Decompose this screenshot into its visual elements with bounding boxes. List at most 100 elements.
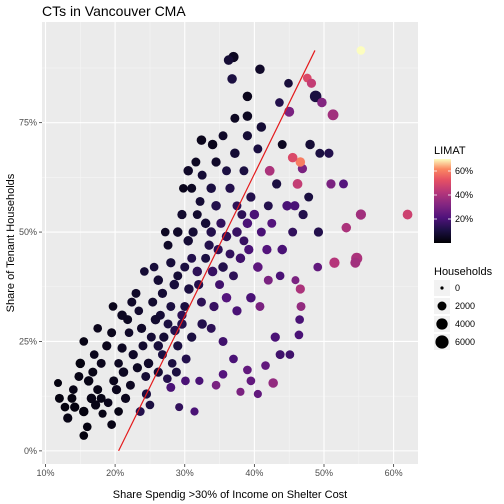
- size-legend-dot: [435, 335, 449, 349]
- data-point: [235, 253, 246, 264]
- data-point: [127, 297, 137, 307]
- data-point: [285, 350, 295, 359]
- data-point: [103, 398, 113, 408]
- data-point: [209, 301, 219, 312]
- data-point: [183, 166, 193, 176]
- data-point: [74, 371, 84, 381]
- data-point: [83, 376, 94, 386]
- data-point: [109, 376, 119, 386]
- data-point: [223, 55, 234, 65]
- data-point: [313, 262, 323, 272]
- data-point: [117, 310, 127, 320]
- x-tick-label: 40%: [245, 468, 263, 478]
- size-legend-dot: [437, 301, 447, 311]
- data-point: [98, 409, 107, 418]
- data-point: [295, 315, 304, 324]
- data-point: [253, 262, 263, 272]
- data-point: [173, 341, 183, 351]
- plot-panel: [42, 22, 418, 464]
- data-point: [68, 385, 78, 394]
- data-point: [246, 192, 256, 202]
- data-point: [163, 319, 173, 329]
- data-point: [108, 302, 118, 311]
- data-point: [282, 201, 292, 211]
- x-axis-label: Share Spendig >30% of Income on Shelter …: [113, 489, 348, 501]
- minor-gridlines: [42, 22, 418, 464]
- data-point: [295, 157, 306, 167]
- data-point: [181, 354, 191, 364]
- data-point: [267, 218, 277, 228]
- data-point: [187, 332, 197, 342]
- x-tick-label: 60%: [385, 468, 403, 478]
- data-point: [195, 196, 205, 206]
- data-point: [192, 210, 202, 220]
- data-point: [160, 227, 170, 237]
- data-point: [242, 91, 253, 102]
- data-point: [179, 183, 188, 193]
- data-point: [159, 332, 169, 342]
- data-point: [79, 337, 89, 346]
- data-point: [305, 139, 315, 150]
- data-point: [60, 402, 70, 412]
- data-point: [329, 257, 340, 268]
- data-point: [294, 330, 304, 340]
- data-point: [107, 420, 116, 429]
- y-tick-label: 25%: [19, 336, 37, 346]
- data-point: [339, 179, 348, 189]
- data-point: [90, 400, 101, 410]
- data-point: [263, 275, 273, 285]
- data-point: [70, 402, 80, 412]
- data-point: [304, 192, 314, 202]
- data-point: [125, 380, 135, 390]
- data-point: [171, 367, 181, 377]
- data-point: [53, 379, 63, 388]
- x-tick-label: 50%: [315, 468, 333, 478]
- color-legend-title: LIMAT: [434, 145, 466, 157]
- data-point: [93, 323, 103, 333]
- size-legend: Households 0 2000 4000 6000: [434, 266, 493, 350]
- size-legend-dot: [436, 318, 448, 330]
- data-point: [169, 279, 180, 290]
- data-point: [114, 407, 123, 416]
- data-point: [111, 384, 122, 395]
- data-point: [237, 210, 247, 220]
- data-points: [53, 46, 413, 440]
- data-point: [148, 297, 158, 307]
- data-point: [221, 292, 232, 303]
- data-point: [284, 106, 295, 117]
- data-point: [135, 406, 145, 416]
- data-point: [291, 276, 300, 285]
- data-point: [218, 336, 228, 346]
- data-point: [221, 231, 232, 242]
- data-point: [277, 244, 287, 255]
- data-point: [96, 393, 106, 403]
- x-tick-label: 10%: [36, 468, 54, 478]
- data-point: [295, 284, 305, 294]
- data-point: [79, 406, 89, 417]
- data-point: [89, 350, 99, 359]
- color-legend: LIMAT 20% 40% 60%: [434, 145, 473, 243]
- color-legend-ticks: 20% 40% 60%: [434, 166, 473, 224]
- data-point: [263, 201, 273, 211]
- size-legend-items: 0 2000 4000 6000: [434, 280, 475, 350]
- data-point: [228, 271, 238, 281]
- data-point: [141, 371, 151, 381]
- data-point: [215, 280, 225, 290]
- data-point: [181, 376, 190, 386]
- data-point: [143, 358, 154, 369]
- data-point: [284, 78, 293, 88]
- data-point: [232, 227, 242, 237]
- data-point: [218, 262, 228, 272]
- data-point: [197, 170, 207, 180]
- data-point: [120, 393, 131, 403]
- data-point: [188, 227, 198, 237]
- data-point: [196, 135, 207, 145]
- data-point: [184, 284, 194, 294]
- data-point: [96, 358, 106, 368]
- data-point: [264, 165, 275, 176]
- data-point: [296, 301, 306, 311]
- data-point: [166, 301, 176, 311]
- data-point: [207, 266, 218, 277]
- data-point: [277, 140, 287, 150]
- color-bar: [434, 159, 451, 243]
